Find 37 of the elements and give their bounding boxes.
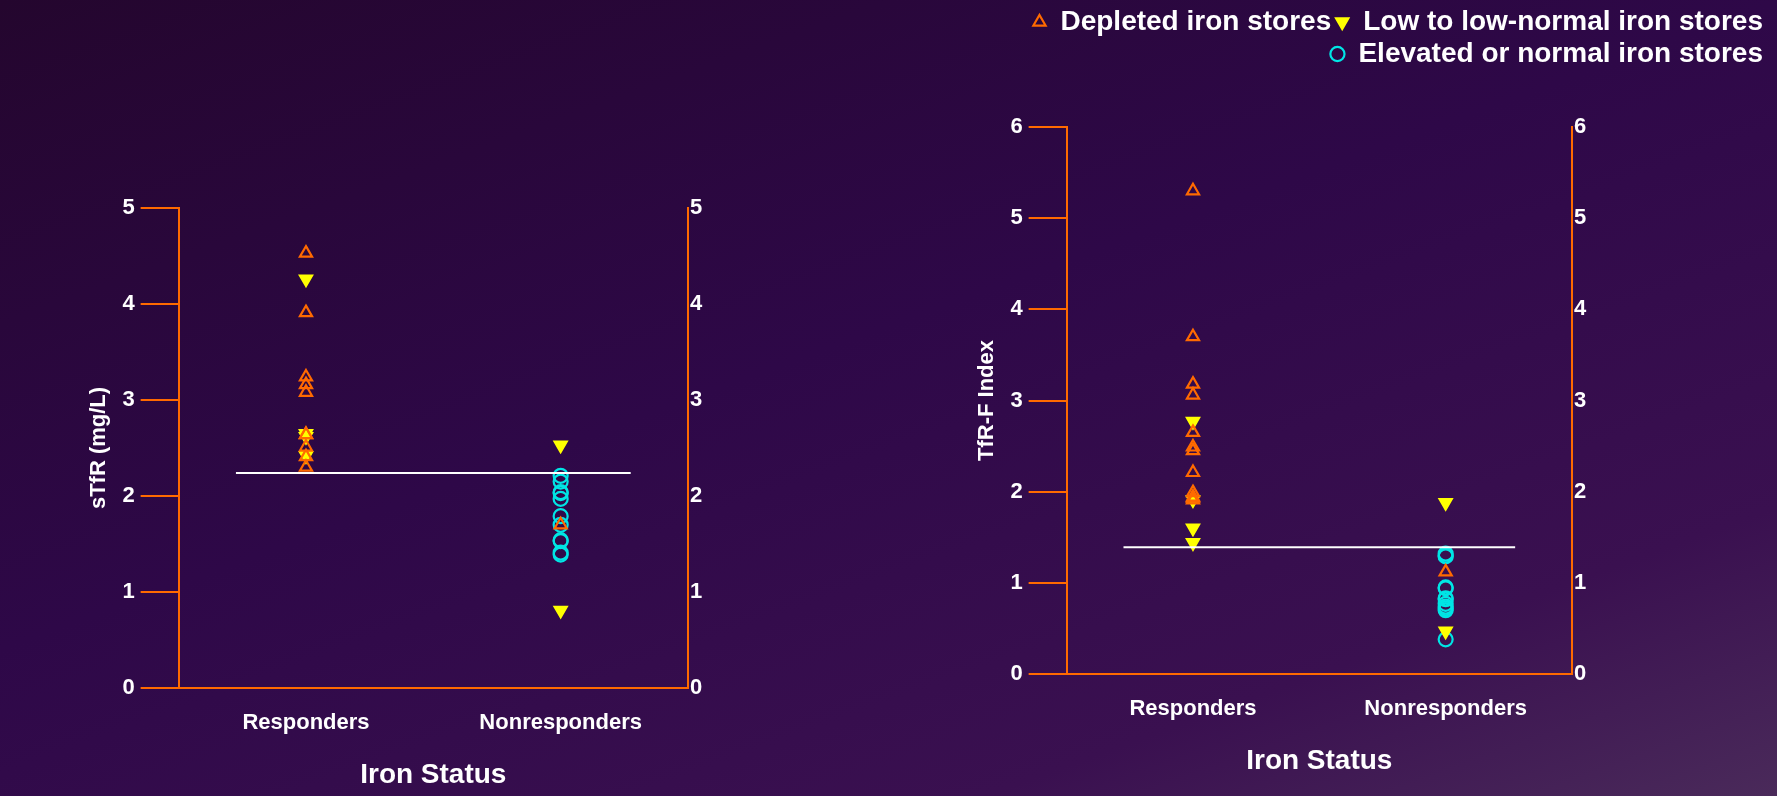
x-axis-title: Iron Status	[1246, 743, 1393, 775]
y-tick-label: 2	[122, 482, 135, 508]
x-tick-label: Nonresponders	[1364, 695, 1527, 721]
y-tick-label: 3	[122, 386, 135, 412]
y2-tick-label: 2	[1574, 477, 1587, 503]
x-tick-label: Responders	[242, 709, 370, 735]
y2-tick-label: 3	[690, 386, 703, 412]
y-tick-label: 0	[122, 674, 135, 700]
y2-tick-label: 1	[1574, 568, 1587, 594]
y2-tick-label: 0	[690, 674, 703, 700]
y-tick-label: 5	[122, 194, 135, 220]
y-tick-label: 3	[1010, 386, 1023, 412]
y2-tick-label: 6	[1574, 113, 1587, 139]
y-tick-label: 4	[1010, 295, 1024, 321]
y-tick-label: 4	[122, 290, 136, 316]
y-tick-label: 1	[122, 578, 135, 604]
y-tick-label: 2	[1010, 477, 1023, 503]
y-axis-title: TfR-F Index	[973, 339, 999, 461]
y2-tick-label: 5	[690, 194, 703, 220]
legend-label: Low to low-normal iron stores	[1363, 4, 1763, 36]
legend-label: Depleted iron stores	[1060, 4, 1332, 36]
y2-tick-label: 5	[1574, 204, 1587, 230]
y2-tick-label: 1	[690, 578, 703, 604]
y-tick-label: 0	[1010, 660, 1023, 686]
y-tick-label: 1	[1010, 568, 1023, 594]
y2-tick-label: 2	[690, 482, 703, 508]
y-axis-title: sTfR (mg/L)	[85, 386, 111, 510]
legend-label: Elevated or normal iron stores	[1358, 36, 1764, 68]
y2-tick-label: 4	[1574, 295, 1587, 321]
y2-tick-label: 0	[1574, 660, 1587, 686]
x-axis-title: Iron Status	[360, 757, 507, 789]
y-tick-label: 6	[1010, 113, 1023, 139]
y2-tick-label: 3	[1574, 386, 1587, 412]
y2-tick-label: 4	[690, 290, 703, 316]
x-tick-label: Nonresponders	[479, 709, 642, 735]
y-tick-label: 5	[1010, 204, 1023, 230]
x-tick-label: Responders	[1129, 695, 1257, 721]
